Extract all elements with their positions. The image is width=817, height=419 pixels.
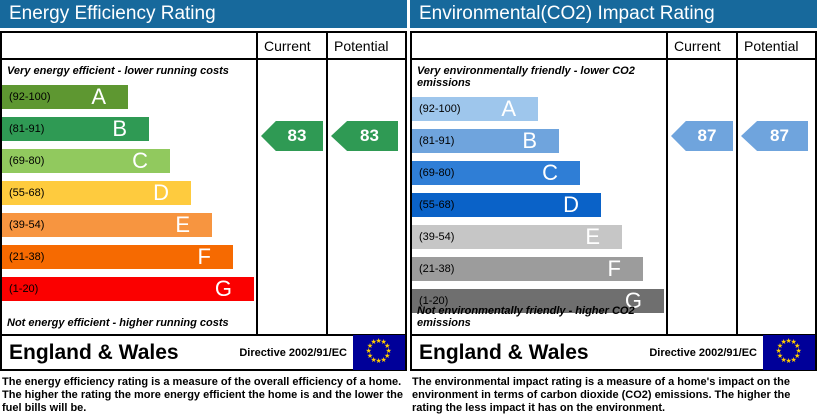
band-grade-letter: G — [624, 288, 642, 313]
band-grade-letter: D — [153, 180, 169, 205]
rating-bands: (92-100) A (81-91) B (69-80) C (55-68) — [2, 85, 256, 301]
band-C: (69-80) C — [412, 161, 580, 185]
band-D: (55-68) D — [2, 181, 191, 205]
region-footer: England & Wales Directive 2002/91/EC ★ ★ ★… — [0, 335, 407, 371]
rating-table: Current Potential Very environmentally f… — [410, 31, 817, 336]
band-grade-letter: F — [197, 244, 211, 269]
band-G: (1-20) G — [2, 277, 254, 301]
table-body-row: Very environmentally friendly - lower CO… — [412, 60, 815, 334]
band-grade-letter: E — [175, 212, 190, 237]
band-E: (39-54) E — [2, 213, 212, 237]
potential-column-header: Potential — [326, 33, 401, 58]
eu-flag-icon: ★ ★ ★ ★ ★ ★ ★ ★ ★ ★ ★ ★ — [353, 335, 405, 370]
panel-title: Energy Efficiency Rating — [0, 0, 407, 28]
directive-label: Directive 2002/91/EC — [649, 346, 757, 359]
band-grade-letter: A — [91, 84, 106, 109]
band-chart-area: Very environmentally friendly - lower CO… — [412, 60, 666, 334]
table-header-row: Current Potential — [2, 33, 405, 60]
band-range-label: (21-38) — [419, 263, 455, 275]
panel-title: Environmental(CO2) Impact Rating — [410, 0, 817, 28]
band-grade-letter: E — [585, 224, 600, 249]
band-range-label: (69-80) — [9, 155, 45, 167]
band-G: (1-20) G — [412, 289, 664, 313]
potential-column-header: Potential — [736, 33, 811, 58]
region-label: England & Wales — [9, 340, 179, 364]
current-rating-cell: 87 — [666, 60, 736, 334]
potential-rating-cell: 87 — [736, 60, 811, 334]
band-C: (69-80) C — [2, 149, 170, 173]
band-range-label: (1-20) — [419, 295, 449, 307]
region-footer: England & Wales Directive 2002/91/EC ★ ★ ★… — [410, 335, 817, 371]
energy-efficiency-panel: Energy Efficiency Rating Current Potenti… — [0, 0, 407, 415]
rating-description: The energy efficiency rating is a measur… — [2, 376, 403, 414]
bottom-note: Not energy efficient - higher running co… — [7, 317, 229, 329]
rating-bands: (92-100) A (81-91) B (69-80) C (55-68) — [412, 97, 666, 313]
header-spacer — [412, 33, 666, 58]
band-E: (39-54) E — [412, 225, 622, 249]
band-range-label: (69-80) — [419, 167, 455, 179]
band-range-label: (39-54) — [419, 231, 455, 243]
band-B: (81-91) B — [2, 117, 149, 141]
band-grade-letter: D — [563, 192, 579, 217]
rating-table: Current Potential Very energy efficient … — [0, 31, 407, 336]
region-label: England & Wales — [419, 340, 589, 364]
band-B: (81-91) B — [412, 129, 559, 153]
directive-label: Directive 2002/91/EC — [239, 346, 347, 359]
band-A: (92-100) A — [412, 97, 538, 121]
band-F: (21-38) F — [412, 257, 643, 281]
bottom-note: Not environmentally friendly - higher CO… — [417, 305, 635, 329]
current-rating-arrow: 87 — [671, 121, 733, 151]
band-range-label: (39-54) — [9, 219, 45, 231]
top-note: Very environmentally friendly - lower CO… — [417, 65, 635, 89]
band-F: (21-38) F — [2, 245, 233, 269]
band-A: (92-100) A — [2, 85, 128, 109]
band-grade-letter: B — [522, 128, 537, 153]
band-grade-letter: C — [542, 160, 558, 185]
band-range-label: (1-20) — [9, 283, 39, 295]
environmental-impact-panel: Environmental(CO2) Impact Rating Current… — [410, 0, 817, 415]
eu-flag-icon: ★ ★ ★ ★ ★ ★ ★ ★ ★ ★ ★ ★ — [763, 335, 815, 370]
band-D: (55-68) D — [412, 193, 601, 217]
band-grade-letter: A — [501, 96, 516, 121]
table-body-row: Very energy efficient - lower running co… — [2, 60, 405, 334]
current-column-header: Current — [666, 33, 736, 58]
header-spacer — [2, 33, 256, 58]
band-range-label: (55-68) — [419, 199, 455, 211]
table-header-row: Current Potential — [412, 33, 815, 60]
band-range-label: (81-91) — [9, 123, 45, 135]
band-range-label: (55-68) — [9, 187, 45, 199]
band-grade-letter: F — [607, 256, 621, 281]
potential-rating-cell: 83 — [326, 60, 401, 334]
top-note: Very energy efficient - lower running co… — [7, 65, 229, 77]
band-range-label: (81-91) — [419, 135, 455, 147]
band-range-label: (21-38) — [9, 251, 45, 263]
band-grade-letter: C — [132, 148, 148, 173]
rating-description: The environmental impact rating is a mea… — [412, 376, 791, 414]
band-grade-letter: G — [214, 276, 232, 301]
band-range-label: (92-100) — [419, 103, 461, 115]
potential-rating-arrow: 87 — [741, 121, 808, 151]
band-range-label: (92-100) — [9, 91, 51, 103]
band-chart-area: Very energy efficient - lower running co… — [2, 60, 256, 334]
potential-rating-arrow: 83 — [331, 121, 398, 151]
current-rating-arrow: 83 — [261, 121, 323, 151]
current-column-header: Current — [256, 33, 326, 58]
band-grade-letter: B — [112, 116, 127, 141]
current-rating-cell: 83 — [256, 60, 326, 334]
